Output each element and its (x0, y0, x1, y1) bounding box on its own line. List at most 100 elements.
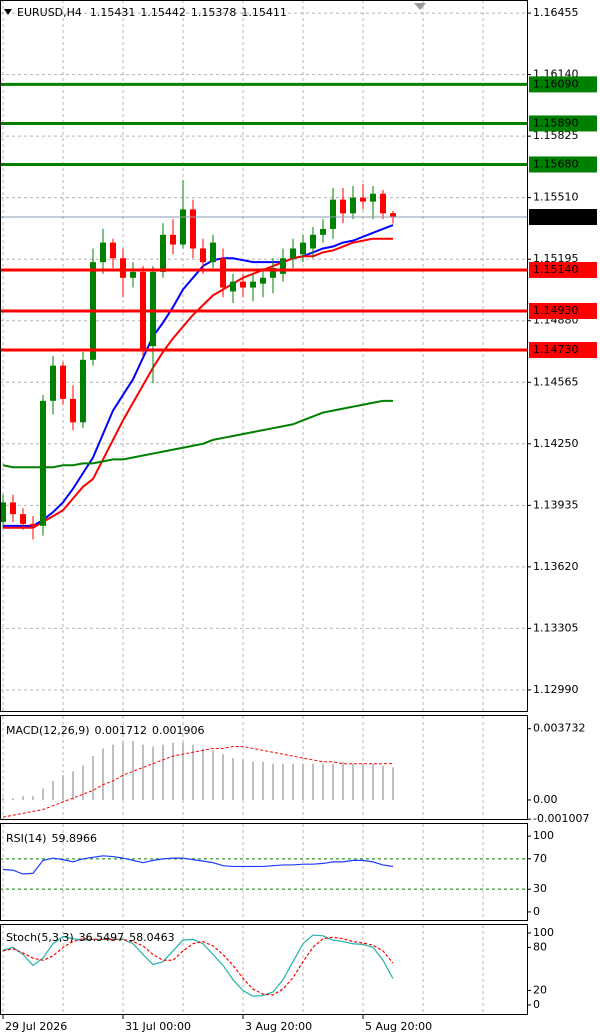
frames-layer (0, 0, 528, 1015)
macd-bar (312, 763, 314, 800)
main-frame (0, 0, 528, 712)
macd-bar (202, 748, 204, 800)
macd-bar (92, 756, 94, 800)
candle-body (300, 242, 306, 255)
candle-body (180, 209, 186, 245)
y-tick-label: 1.14565 (533, 375, 579, 388)
y-tick-label: 1.13935 (533, 498, 579, 511)
indicator-line (2, 936, 394, 996)
y-tick-label: 30 (533, 882, 547, 895)
macd-bar (62, 775, 64, 800)
macd-bar (172, 742, 174, 800)
candle-body (270, 268, 276, 278)
candle-body (230, 281, 236, 292)
candle-body (360, 197, 366, 202)
rsi-header: RSI(14) 59.8966 (6, 832, 97, 845)
macd-header: MACD(12,26,9) 0.001712 0.001906 (6, 724, 205, 737)
candle-body (30, 523, 36, 526)
y-tick-label: 20 (533, 984, 547, 997)
level-tag (529, 302, 597, 319)
candle-body (240, 281, 246, 288)
macd-bar (22, 796, 24, 800)
candle-body (390, 213, 396, 218)
macd-bar (2, 798, 4, 800)
candle-body (40, 400, 46, 526)
y-tick-label: 100 (533, 829, 554, 842)
y-tick-label: 1.13305 (533, 621, 579, 634)
level-tag (529, 115, 597, 132)
x-tick-label: 5 Aug 20:00 (365, 1020, 432, 1033)
y-tick-label: 70 (533, 852, 547, 865)
stoch-header: Stoch(5,3,3) 36.5497 58.0463 (6, 931, 175, 944)
candle-body (70, 398, 76, 423)
y-tick-label: 1.15825 (533, 129, 579, 142)
candle-body (60, 365, 66, 399)
x-tick-label: 31 Jul 00:00 (125, 1020, 191, 1033)
y-tick-label: 100 (533, 926, 554, 939)
macd-bar (132, 740, 134, 800)
indicator-line (2, 855, 394, 875)
y-tick-label: 0.00 (533, 793, 558, 806)
rsi-frame (0, 823, 528, 921)
macd-bar (392, 767, 394, 800)
symbol: EURUSD,H4 (17, 6, 82, 19)
y-tick-label: 0 (533, 905, 540, 918)
stoch-title: Stoch(5,3,3) (6, 931, 74, 944)
open-value: 1.15431 (90, 6, 136, 19)
macd-bar (372, 763, 374, 800)
macd-bar (382, 765, 384, 800)
grid-layer (0, 0, 527, 1015)
macd-bar (292, 763, 294, 800)
candle-body (200, 248, 206, 263)
level-tag (529, 156, 597, 173)
candle-body (0, 502, 6, 522)
candle-body (80, 359, 86, 423)
candle-body (120, 258, 126, 278)
macd-frame (0, 715, 528, 820)
candle-body (280, 258, 286, 274)
macd-bar (222, 754, 224, 800)
stoch-main-value: 36.5497 (79, 931, 125, 944)
candle-body (160, 234, 166, 272)
signal-value: 0.001906 (152, 724, 205, 737)
candle-body (150, 271, 156, 347)
candle-body (20, 514, 26, 524)
price-tag (529, 209, 597, 226)
candle-body (250, 281, 256, 288)
candle-body (330, 199, 336, 229)
candle-body (10, 502, 16, 515)
candle-body (50, 365, 56, 401)
stoch-signal-value: 58.0463 (129, 931, 175, 944)
stoch-frame (0, 924, 528, 1015)
macd-bar (72, 771, 74, 800)
macd-signal (2, 746, 394, 818)
indicator-line (2, 934, 394, 997)
macd-bar (12, 798, 14, 800)
macd-bar (142, 744, 144, 800)
macd-bar (352, 763, 354, 800)
macd-bar (52, 780, 54, 800)
candle-body (210, 242, 216, 263)
macd-bar (362, 763, 364, 800)
candle-body (380, 193, 386, 214)
macd-bar (212, 750, 214, 800)
macd-bar (232, 757, 234, 800)
macd-title: MACD(12,26,9) (6, 724, 90, 737)
macd-bar (42, 788, 44, 800)
main-header: EURUSD,H4 1.15431 1.15442 1.15378 1.15411 (17, 6, 287, 19)
y-tick-label: 1.13620 (533, 560, 579, 573)
macd-bar (262, 761, 264, 800)
y-tick-label: -0.001007 (533, 812, 589, 825)
x-tick-label: 3 Aug 20:00 (245, 1020, 312, 1033)
macd-bar (272, 763, 274, 800)
macd-bar (332, 763, 334, 800)
macd-value: 0.001712 (95, 724, 148, 737)
close-value: 1.15411 (241, 6, 287, 19)
macd-bar (342, 761, 344, 800)
level-label: 1.16090 (533, 77, 579, 90)
macd-bar (242, 759, 244, 800)
macd-bar (82, 765, 84, 800)
level-tag (529, 76, 597, 93)
candle-body (130, 271, 136, 278)
